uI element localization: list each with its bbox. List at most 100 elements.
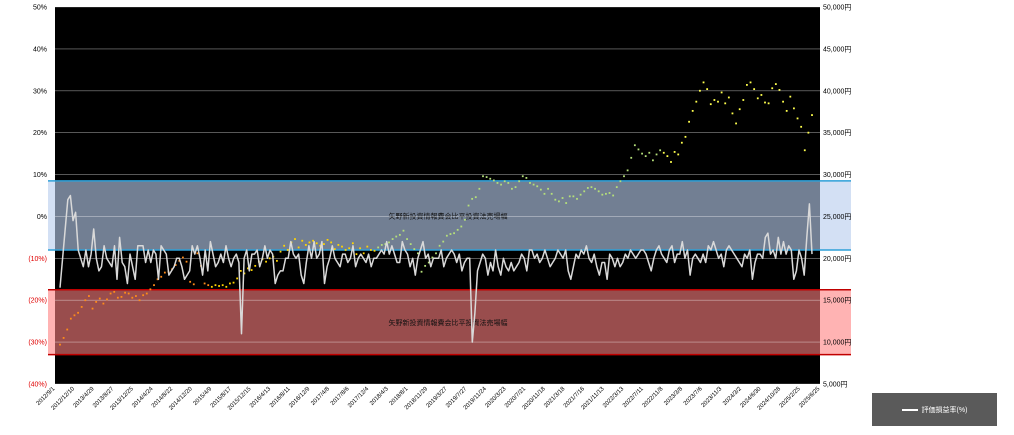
price-point	[464, 218, 466, 221]
right-tick-label: 50,000円	[823, 4, 851, 12]
price-point	[500, 183, 502, 186]
price-point	[95, 300, 98, 303]
price-point	[590, 186, 593, 189]
price-point	[149, 288, 152, 291]
price-point	[355, 253, 358, 256]
price-point	[612, 194, 615, 197]
price-point	[572, 195, 575, 198]
price-point	[561, 197, 564, 199]
price-point	[608, 192, 611, 194]
price-point	[601, 193, 604, 196]
price-point	[702, 81, 705, 84]
price-point	[163, 271, 166, 274]
price-point	[615, 186, 618, 189]
price-point	[539, 188, 542, 191]
price-point	[127, 292, 130, 295]
left-tick-label: (40%)	[28, 382, 47, 389]
price-point	[670, 161, 672, 163]
price-point	[131, 296, 134, 299]
price-point	[420, 270, 423, 273]
left-tick-label: 50%	[33, 5, 47, 12]
price-point	[485, 176, 488, 178]
price-point	[648, 151, 651, 154]
price-point	[409, 243, 412, 245]
x-tick-label: 2018/4/3	[369, 386, 390, 407]
price-point	[655, 153, 658, 156]
chart-legend: 評価損益率(%)	[872, 393, 997, 426]
price-point	[536, 185, 539, 188]
price-point	[543, 192, 546, 195]
price-point	[359, 247, 361, 250]
price-point	[521, 175, 524, 178]
price-point	[66, 328, 69, 331]
left-tick-label: (10%)	[28, 256, 47, 263]
price-point	[742, 99, 745, 101]
price-point	[153, 284, 155, 287]
price-point	[785, 109, 788, 112]
price-point	[203, 282, 206, 285]
price-point	[633, 144, 636, 147]
price-point	[279, 250, 282, 253]
price-point	[731, 112, 734, 115]
price-point	[568, 195, 571, 198]
x-tick-label: 2022/11/8	[642, 386, 665, 409]
right-tick-label: 20,000円	[823, 255, 851, 263]
price-point	[337, 244, 340, 246]
left-tick-label: 40%	[33, 46, 47, 53]
price-point	[395, 235, 398, 238]
price-point	[192, 283, 195, 286]
price-point	[210, 285, 213, 288]
price-point	[120, 295, 123, 298]
price-point	[109, 292, 112, 295]
left-tick-label: 10%	[33, 172, 47, 179]
price-point	[489, 177, 492, 180]
price-point	[59, 343, 61, 346]
price-point	[492, 179, 495, 182]
x-tick-label: 2023/3/8	[663, 386, 684, 407]
price-point	[688, 120, 690, 123]
price-point	[435, 252, 437, 255]
price-point	[156, 278, 159, 281]
price-point	[69, 317, 72, 320]
price-point	[695, 100, 698, 103]
price-point	[594, 187, 596, 190]
price-point	[297, 246, 300, 249]
price-point	[225, 285, 228, 288]
price-point	[247, 267, 249, 270]
price-point	[221, 284, 224, 287]
price-point	[641, 152, 643, 155]
price-point	[605, 192, 607, 195]
right-tick-label: 10,000円	[823, 339, 851, 347]
price-point	[391, 238, 394, 240]
price-point	[160, 275, 163, 278]
price-point	[626, 169, 629, 172]
price-point	[496, 182, 499, 184]
price-point	[583, 190, 586, 193]
price-point	[796, 117, 799, 120]
price-point	[243, 272, 246, 275]
price-point	[254, 264, 257, 267]
x-tick-label: 2017/12/4	[347, 386, 371, 410]
price-point	[565, 202, 568, 204]
price-point	[370, 249, 372, 251]
x-tick-label: 2017/4/8	[310, 386, 331, 407]
price-point	[344, 249, 347, 251]
band-1-label: 矢野新投資情報費会比平投資法売場幅	[389, 318, 508, 327]
price-point	[380, 244, 383, 246]
price-point	[304, 244, 307, 246]
price-point	[417, 252, 419, 255]
price-point	[503, 180, 506, 183]
price-point	[518, 180, 521, 183]
price-point	[782, 100, 784, 103]
price-point	[764, 101, 766, 104]
price-point	[323, 243, 325, 245]
price-point	[348, 247, 351, 250]
price-point	[330, 241, 333, 244]
price-point	[402, 229, 405, 232]
price-point	[449, 233, 452, 235]
price-point	[644, 155, 647, 158]
price-point	[778, 89, 781, 91]
price-point	[514, 186, 517, 189]
price-point	[550, 192, 553, 195]
